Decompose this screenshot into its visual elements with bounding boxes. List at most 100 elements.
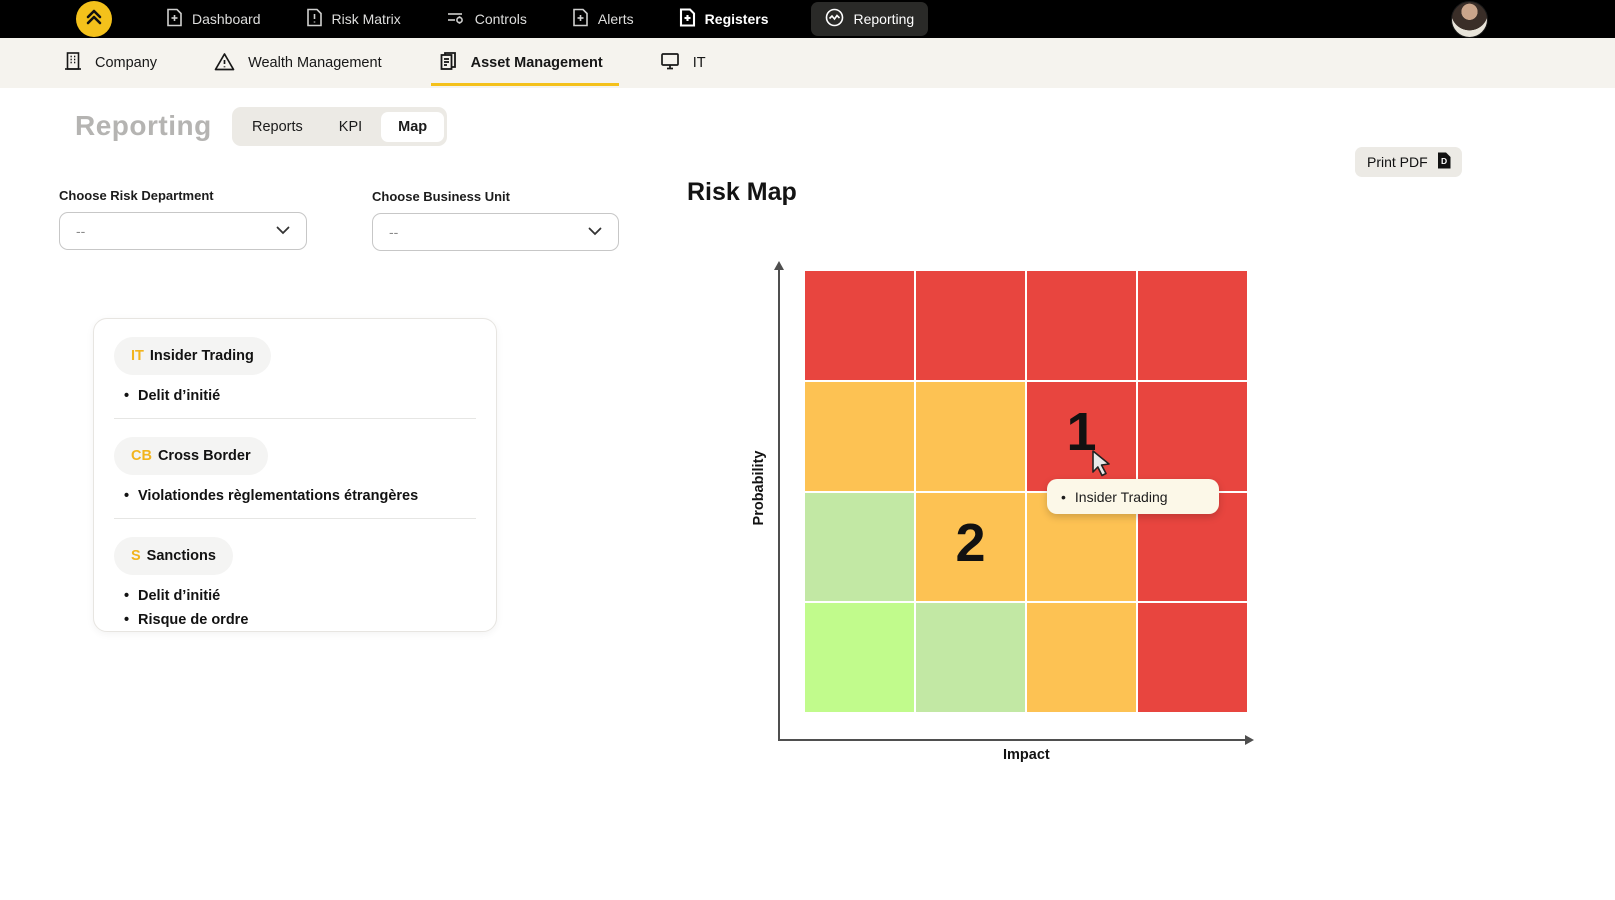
legend-abbr: IT xyxy=(131,348,144,364)
sliders-gear-icon xyxy=(446,8,466,30)
legend-items: Violationdes règlementations étrangères xyxy=(124,488,476,504)
risk-legend-card: IT Insider Trading Delit d’initié CB Cro… xyxy=(93,318,497,632)
risk-cell-lime[interactable] xyxy=(805,603,914,712)
filter-business-unit: Choose Business Unit -- xyxy=(372,189,619,251)
nav-item-label: Risk Matrix xyxy=(331,11,401,27)
tab-map[interactable]: Map xyxy=(381,111,445,142)
file-plus-icon xyxy=(679,8,696,30)
file-plus-icon xyxy=(572,8,589,30)
legend-abbr: CB xyxy=(131,448,152,464)
chevron-down-icon xyxy=(276,222,290,240)
risk-cell-red[interactable] xyxy=(1138,381,1247,491)
nav-item-alerts[interactable]: Alerts xyxy=(570,0,636,38)
legend-pill-sanctions[interactable]: S Sanctions xyxy=(114,537,233,575)
nav-item-registers[interactable]: Registers xyxy=(677,0,771,38)
risk-cell-red[interactable] xyxy=(1138,271,1247,380)
nav-item-label: Registers xyxy=(704,11,769,27)
top-nav-bar: Dashboard Risk Matrix Controls Alerts Re… xyxy=(0,0,1615,38)
nav-item-reporting[interactable]: Reporting xyxy=(811,2,929,36)
legend-items: Delit d’initié xyxy=(124,388,476,404)
x-axis-label: Impact xyxy=(1003,747,1050,763)
select-value: -- xyxy=(389,224,399,240)
print-pdf-label: Print PDF xyxy=(1367,154,1428,170)
top-nav-items: Dashboard Risk Matrix Controls Alerts Re… xyxy=(164,0,929,38)
y-axis-label: Probability xyxy=(751,450,767,526)
filter-label: Choose Risk Department xyxy=(59,188,214,203)
nav-item-label: Dashboard xyxy=(192,11,261,27)
risk-department-select[interactable]: -- xyxy=(59,212,307,250)
unit-tab-label: Company xyxy=(95,55,158,71)
building-icon xyxy=(64,51,82,75)
legend-item: Delit d’initié xyxy=(124,388,476,404)
user-avatar[interactable] xyxy=(1451,1,1488,38)
risk-cell-red[interactable] xyxy=(916,271,1025,380)
filter-risk-department: Choose Risk Department -- xyxy=(59,188,307,250)
risk-cell-orange[interactable] xyxy=(805,381,914,491)
legend-pill-insider-trading[interactable]: IT Insider Trading xyxy=(114,337,271,375)
unit-tab-asset-management[interactable]: Asset Management xyxy=(430,38,619,88)
print-pdf-button[interactable]: Print PDF D xyxy=(1355,147,1462,177)
file-alert-icon xyxy=(306,8,323,30)
unit-tab-company[interactable]: Company xyxy=(60,38,161,88)
bullet-icon: • xyxy=(1061,488,1066,505)
view-tab-group: Reports KPI Map xyxy=(232,107,448,146)
legend-name: Insider Trading xyxy=(149,348,254,364)
pdf-file-icon: D xyxy=(1436,152,1452,172)
nav-item-risk-matrix[interactable]: Risk Matrix xyxy=(304,0,403,38)
legend-item: Risque de ordre xyxy=(124,612,476,628)
tab-reports[interactable]: Reports xyxy=(252,118,303,135)
unit-tab-label: Asset Management xyxy=(470,55,603,71)
divider xyxy=(114,418,476,419)
unit-tab-label: IT xyxy=(692,55,706,71)
legend-items: Delit d’initié Risque de ordre xyxy=(124,588,476,628)
legend-item: Violationdes règlementations étrangères xyxy=(124,488,476,504)
legend-item: Delit d’initié xyxy=(124,588,476,604)
legend-name: Cross Border xyxy=(157,448,251,464)
double-chevron-up-icon xyxy=(84,7,104,32)
nav-item-label: Reporting xyxy=(853,11,915,27)
mouse-cursor-icon xyxy=(1089,449,1115,482)
risk-marker-1[interactable]: 1 xyxy=(1066,402,1097,463)
business-unit-select[interactable]: -- xyxy=(372,213,619,251)
risk-cell-green[interactable] xyxy=(805,492,914,602)
monitor-icon xyxy=(660,52,680,74)
select-value: -- xyxy=(76,223,86,239)
impact-axis-line xyxy=(778,735,1254,745)
chevron-down-icon xyxy=(588,223,602,241)
legend-pill-cross-border[interactable]: CB Cross Border xyxy=(114,437,268,475)
page-title: Reporting xyxy=(75,110,212,141)
risk-tooltip: • Insider Trading xyxy=(1047,479,1219,514)
risk-cell-orange[interactable] xyxy=(1027,603,1136,712)
risk-cell-red[interactable] xyxy=(1027,271,1136,380)
activity-icon xyxy=(825,8,844,30)
risk-cell-green[interactable] xyxy=(916,603,1025,712)
nav-item-label: Alerts xyxy=(597,11,634,27)
risk-cell-red[interactable] xyxy=(805,271,914,380)
unit-tab-label: Wealth Management xyxy=(248,55,382,71)
unit-tab-it[interactable]: IT xyxy=(656,38,710,88)
risk-cell-red[interactable] xyxy=(1138,603,1247,712)
business-unit-nav: Company Wealth Management Asset Manageme… xyxy=(0,38,1615,88)
divider xyxy=(114,518,476,519)
probability-axis-line xyxy=(774,261,784,740)
nav-item-dashboard[interactable]: Dashboard xyxy=(164,0,263,38)
risk-tooltip-label: Insider Trading xyxy=(1074,488,1168,505)
warning-triangle-icon xyxy=(214,52,235,75)
risk-map-title: Risk Map xyxy=(687,178,797,206)
tab-kpi[interactable]: KPI xyxy=(338,118,363,135)
filter-label: Choose Business Unit xyxy=(372,189,510,204)
file-plus-icon xyxy=(166,8,183,30)
risk-cell-orange[interactable] xyxy=(916,492,1025,602)
risk-cell-orange[interactable] xyxy=(916,381,1025,491)
nav-item-label: Controls xyxy=(474,11,527,27)
nav-item-controls[interactable]: Controls xyxy=(444,0,529,38)
unit-tab-wealth-management[interactable]: Wealth Management xyxy=(210,38,386,88)
risk-cell-red[interactable] xyxy=(1027,381,1136,491)
legend-abbr: S xyxy=(131,548,141,564)
documents-icon xyxy=(439,51,458,76)
legend-name: Sanctions xyxy=(146,548,216,564)
svg-text:D: D xyxy=(1441,156,1447,166)
risk-marker-2[interactable]: 2 xyxy=(955,512,986,573)
app-logo[interactable] xyxy=(76,1,112,37)
